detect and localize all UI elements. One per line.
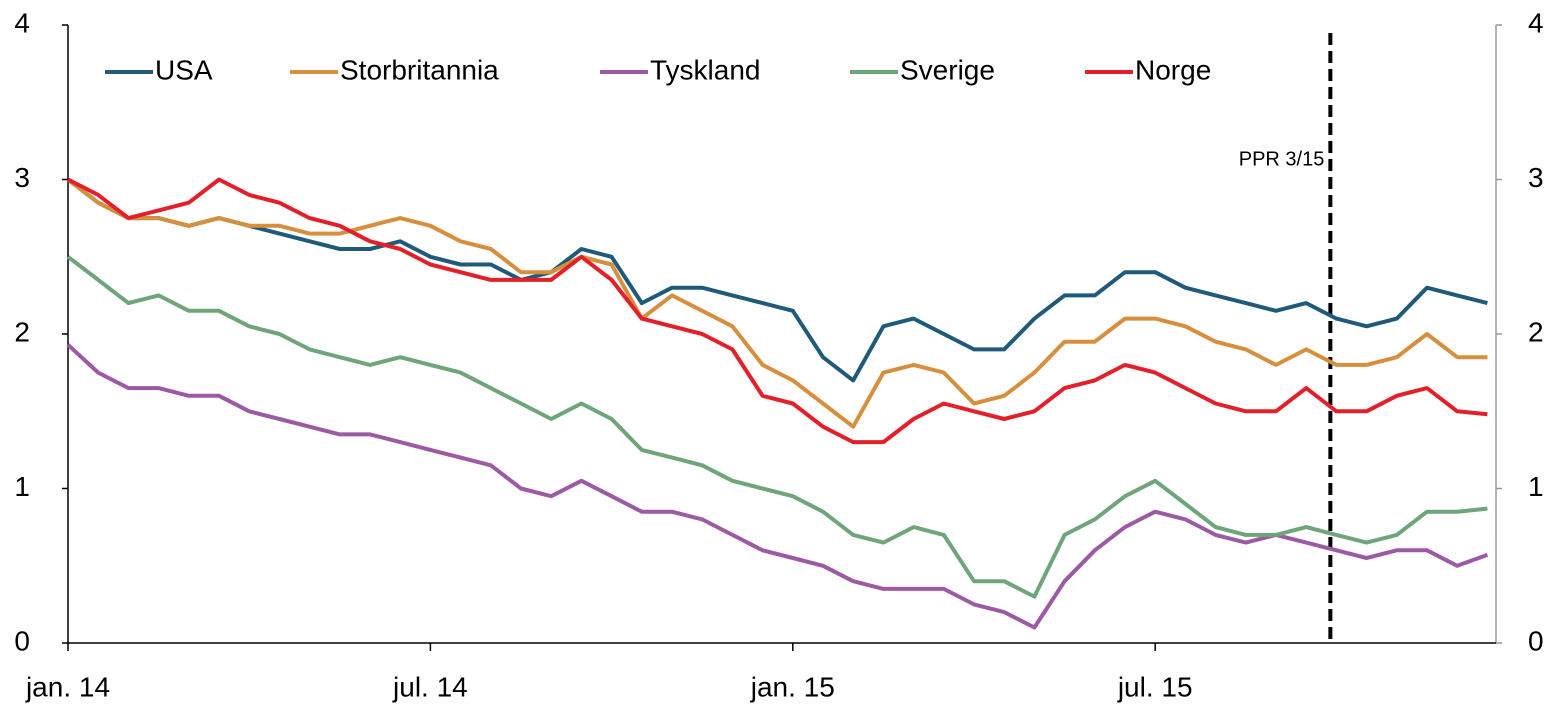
series-line [67,177,1488,445]
legend-label: Sverige [900,54,995,85]
y2-tick-label: 4 [1528,7,1544,38]
series-line [66,343,1489,630]
annotation: PPR 3/15 [1239,148,1325,170]
series-line [66,177,1488,429]
legend-label: Tyskland [650,54,761,85]
legend-label: Norge [1135,54,1211,85]
y2-tick-label: 3 [1528,162,1544,193]
y-tick-label: 2 [14,316,30,347]
y2-tick-label: 1 [1528,471,1544,502]
y-tick-label: 0 [14,625,30,656]
y2-tick-label: 2 [1528,316,1544,347]
y-tick-label: 1 [14,471,30,502]
x-tick-label: jul. 14 [392,671,468,702]
legend-label: Storbritannia [340,54,499,85]
x-tick-label: jul. 15 [1117,671,1193,702]
series-line [66,177,1488,383]
series-line [66,255,1488,599]
legend-label: USA [155,54,213,85]
x-tick-label: jan. 15 [750,671,835,702]
x-tick-label: jan. 14 [25,671,110,702]
y2-tick-label: 0 [1528,625,1544,656]
y-tick-label: 4 [14,7,30,38]
y-tick-label: 3 [14,162,30,193]
